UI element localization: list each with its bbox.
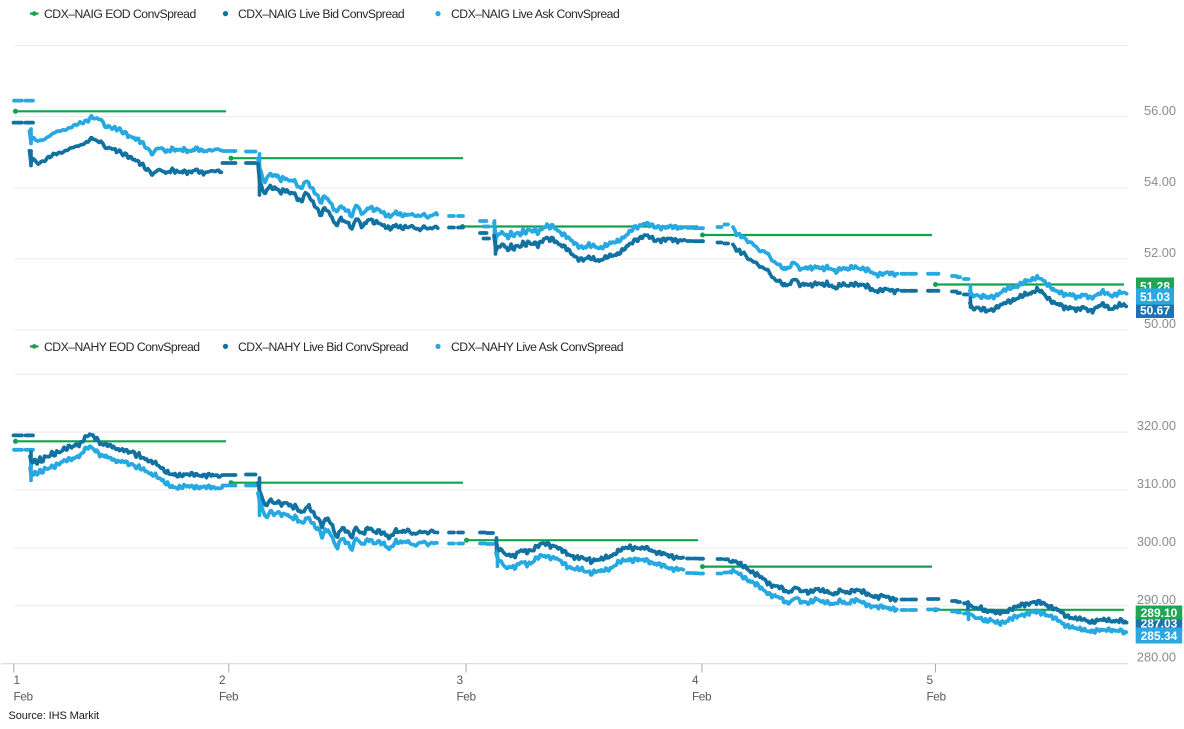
svg-text:290.00: 290.00: [1137, 592, 1176, 607]
svg-text:320.00: 320.00: [1137, 418, 1176, 433]
svg-text:Source: IHS Markit: Source: IHS Markit: [9, 710, 100, 722]
svg-text:CDX–NAHY Live Ask ConvSpread: CDX–NAHY Live Ask ConvSpread: [451, 340, 623, 354]
svg-text:51.03: 51.03: [1140, 290, 1170, 304]
svg-text:50.00: 50.00: [1144, 316, 1176, 331]
svg-text:4: 4: [692, 673, 699, 687]
svg-text:280.00: 280.00: [1137, 650, 1176, 665]
svg-text:CDX–NAIG EOD ConvSpread: CDX–NAIG EOD ConvSpread: [44, 7, 196, 21]
svg-text:50.67: 50.67: [1140, 304, 1170, 318]
svg-text:54.00: 54.00: [1144, 174, 1176, 189]
svg-text:285.34: 285.34: [1141, 629, 1178, 643]
svg-text:CDX–NAIG Live Bid ConvSpread: CDX–NAIG Live Bid ConvSpread: [238, 7, 404, 21]
svg-text:289.10: 289.10: [1141, 606, 1178, 620]
svg-text:56.00: 56.00: [1144, 103, 1176, 118]
svg-text:Feb: Feb: [457, 690, 477, 704]
svg-text:300.00: 300.00: [1137, 534, 1176, 549]
svg-text:CDX–NAHY EOD ConvSpread: CDX–NAHY EOD ConvSpread: [44, 340, 200, 354]
svg-text:Feb: Feb: [219, 690, 239, 704]
svg-text:287.03: 287.03: [1141, 617, 1178, 631]
svg-text:52.00: 52.00: [1144, 245, 1176, 260]
svg-text:Feb: Feb: [927, 690, 947, 704]
svg-text:Feb: Feb: [692, 690, 712, 704]
svg-text:310.00: 310.00: [1137, 476, 1176, 491]
svg-text:1: 1: [14, 673, 20, 687]
svg-text:Feb: Feb: [14, 690, 34, 704]
svg-text:2: 2: [219, 673, 225, 687]
svg-text:3: 3: [457, 673, 464, 687]
svg-text:CDX–NAHY Live Bid ConvSpread: CDX–NAHY Live Bid ConvSpread: [238, 340, 408, 354]
svg-text:CDX–NAIG Live Ask ConvSpread: CDX–NAIG Live Ask ConvSpread: [451, 7, 619, 21]
svg-text:5: 5: [927, 673, 934, 687]
